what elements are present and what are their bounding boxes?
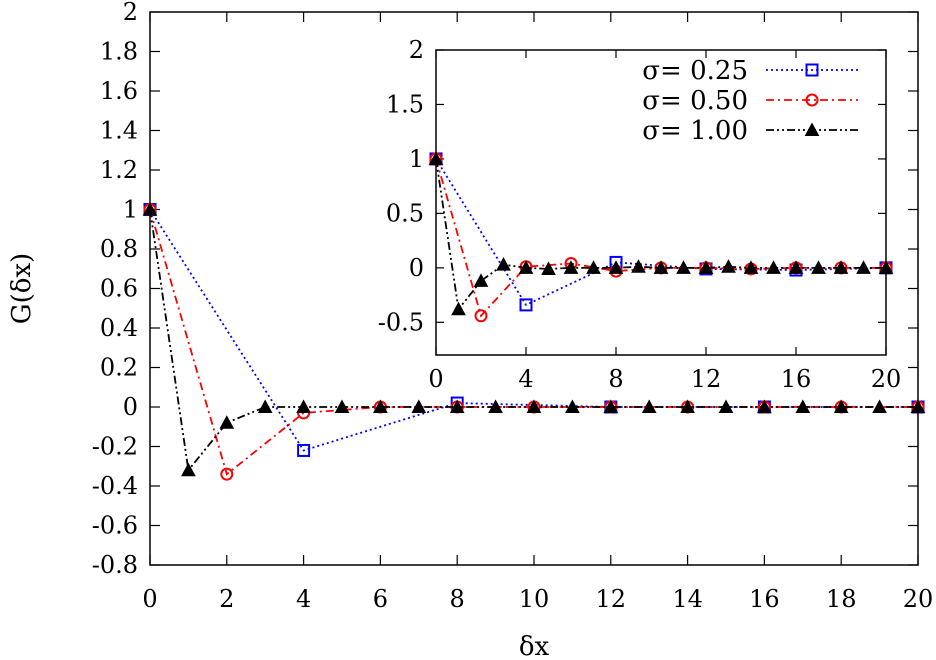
- inset-data-point: [721, 259, 736, 273]
- main-data-point: [833, 399, 849, 413]
- main-data-point: [373, 399, 388, 413]
- main-ytick-label: 0: [123, 393, 138, 421]
- inset-xtick-label: 4: [518, 365, 533, 393]
- main-ytick-label: -0.2: [92, 433, 138, 461]
- main-xtick-label: 18: [826, 585, 857, 613]
- main-xtick-label: 8: [450, 585, 465, 613]
- main-ytick-label: 1.8: [100, 38, 138, 66]
- inset-legend: σ= 0.25σ= 0.50σ= 1.00: [642, 56, 858, 146]
- main-data-point: [296, 399, 311, 413]
- main-xtick-label: 10: [519, 585, 550, 613]
- main-xlabel: δx: [519, 632, 550, 660]
- inset-data-point: [518, 260, 534, 274]
- inset-data-point: [473, 273, 489, 287]
- main-ytick-label: -0.6: [92, 512, 138, 540]
- inset-plot: 0 4 8 12 16 20 -0.5 0 0.5 1 1.5 2 σ= 0.25σ= 0.50σ= 1…: [378, 36, 902, 393]
- main-data-point: [334, 399, 350, 413]
- inset-data-point: [833, 260, 849, 274]
- main-data-point: [565, 399, 580, 413]
- inset-data-point: [811, 260, 826, 274]
- inset-legend-marker: [804, 122, 820, 136]
- inset-xtick-label: 16: [781, 365, 812, 393]
- main-data-point: [603, 399, 619, 413]
- main-ytick-label: 1.2: [100, 156, 138, 184]
- inset-ytick-label: 2: [409, 36, 424, 64]
- main-xtick-label: 4: [296, 585, 311, 613]
- inset-data-point: [496, 257, 511, 271]
- main-data-point: [257, 399, 273, 413]
- inset-xtick-label: 20: [871, 365, 902, 393]
- main-ytick-label: -0.8: [92, 551, 138, 579]
- main-data-point: [641, 399, 657, 413]
- main-ytick-label: 2: [123, 0, 138, 26]
- inset-data-point: [541, 261, 556, 275]
- main-xtick-label: 0: [142, 585, 157, 613]
- inset-data-point: [586, 260, 601, 274]
- main-data-point: [872, 399, 887, 413]
- inset-data-point: [698, 260, 714, 274]
- main-xtick-label: 6: [373, 585, 388, 613]
- main-xtick-label: 12: [596, 585, 627, 613]
- main-ytick-label: 1.4: [100, 117, 138, 145]
- main-data-point: [297, 443, 311, 457]
- main-ytick-label: 0.8: [100, 235, 138, 263]
- main-data-point: [181, 462, 196, 477]
- inset-data-point: [474, 309, 488, 323]
- main-ytick-label: -0.4: [92, 472, 138, 500]
- inset-frame: [435, 49, 887, 356]
- main-xtick-label: 14: [672, 585, 703, 613]
- inset-xtick-label: 0: [428, 365, 443, 393]
- main-frame: [149, 11, 919, 566]
- main-data-point: [449, 399, 465, 413]
- main-data-point: [488, 399, 503, 413]
- inset-data-point: [743, 260, 759, 274]
- main-xtick-label: 2: [219, 585, 234, 613]
- inset-ytick-label: 1: [409, 145, 424, 173]
- main-data-point: [526, 399, 542, 413]
- main-data-point: [795, 399, 811, 413]
- main-plot: 0 2 4 6 8 10 12 14 16 18 20-0.8-0.6-0.4-0.200.20.4…: [7, 0, 933, 660]
- main-ytick-label: 1.6: [100, 77, 138, 105]
- inset-data-point: [788, 260, 804, 274]
- inset-data-point: [676, 260, 691, 274]
- inset-legend-label: σ= 0.50: [642, 86, 748, 116]
- main-data-point: [718, 399, 734, 413]
- main-data-point: [219, 415, 235, 429]
- inset-ytick-label: 1.5: [386, 90, 424, 118]
- inset-data-point: [653, 260, 669, 274]
- main-xtick-label: 20: [903, 585, 934, 613]
- inset-xtick-label: 12: [691, 365, 722, 393]
- inset-xtick-label: 8: [608, 365, 623, 393]
- inset-data-point: [856, 260, 871, 274]
- main-ytick-label: 0.2: [100, 354, 138, 382]
- inset-background: [436, 50, 886, 355]
- main-ylabel: G(δx): [7, 253, 37, 324]
- main-data-point: [220, 467, 234, 481]
- inset-data-point: [451, 301, 466, 316]
- inset-data-point: [519, 298, 533, 312]
- inset-ytick-label: 0: [409, 254, 424, 282]
- inset-ytick-label: 0.5: [386, 199, 424, 227]
- inset-data-point: [608, 260, 624, 274]
- main-series-3: [142, 201, 926, 477]
- inset-legend-marker: [805, 63, 819, 77]
- main-ytick-label: 0.6: [100, 275, 138, 303]
- inset-legend-label: σ= 1.00: [642, 116, 748, 146]
- main-ytick-label: 1: [123, 196, 138, 224]
- main-xtick-label: 16: [749, 585, 780, 613]
- inset-series-3: [428, 151, 894, 316]
- inset-legend-marker: [805, 93, 819, 107]
- inset-legend-label: σ= 0.25: [642, 56, 748, 86]
- inset-data-point: [563, 260, 579, 274]
- main-ytick-label: 0.4: [100, 314, 138, 342]
- inset-data-point: [766, 260, 781, 274]
- inset-data-point: [631, 259, 646, 273]
- inset-ytick-label: -0.5: [378, 308, 424, 336]
- main-data-point: [680, 399, 695, 413]
- main-data-point: [411, 399, 427, 413]
- main-data-point: [757, 399, 772, 413]
